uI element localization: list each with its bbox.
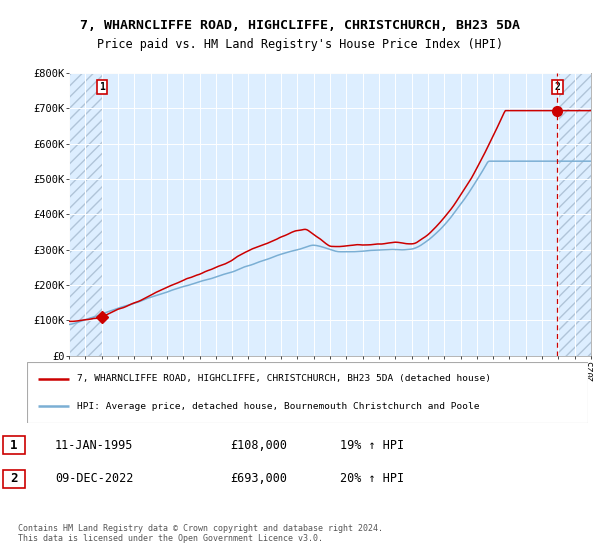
Text: 7, WHARNCLIFFE ROAD, HIGHCLIFFE, CHRISTCHURCH, BH23 5DA (detached house): 7, WHARNCLIFFE ROAD, HIGHCLIFFE, CHRISTC… (77, 374, 491, 383)
Text: HPI: Average price, detached house, Bournemouth Christchurch and Poole: HPI: Average price, detached house, Bour… (77, 402, 480, 411)
Text: 7, WHARNCLIFFE ROAD, HIGHCLIFFE, CHRISTCHURCH, BH23 5DA: 7, WHARNCLIFFE ROAD, HIGHCLIFFE, CHRISTC… (80, 18, 520, 32)
Text: 1: 1 (10, 439, 18, 452)
Text: 2: 2 (10, 473, 18, 486)
Text: Contains HM Land Registry data © Crown copyright and database right 2024.
This d: Contains HM Land Registry data © Crown c… (18, 524, 383, 543)
Text: 2: 2 (554, 82, 560, 92)
FancyBboxPatch shape (3, 436, 25, 454)
Text: 11-JAN-1995: 11-JAN-1995 (55, 439, 133, 452)
Text: 19% ↑ HPI: 19% ↑ HPI (340, 439, 404, 452)
Text: Price paid vs. HM Land Registry's House Price Index (HPI): Price paid vs. HM Land Registry's House … (97, 38, 503, 52)
Text: £108,000: £108,000 (230, 439, 287, 452)
FancyBboxPatch shape (3, 470, 25, 488)
Text: £693,000: £693,000 (230, 473, 287, 486)
Text: 20% ↑ HPI: 20% ↑ HPI (340, 473, 404, 486)
Bar (559, 73, 591, 356)
Bar (69, 73, 102, 356)
Text: 09-DEC-2022: 09-DEC-2022 (55, 473, 133, 486)
Text: 1: 1 (99, 82, 105, 92)
Bar (559, 73, 591, 356)
Bar (69, 73, 102, 356)
